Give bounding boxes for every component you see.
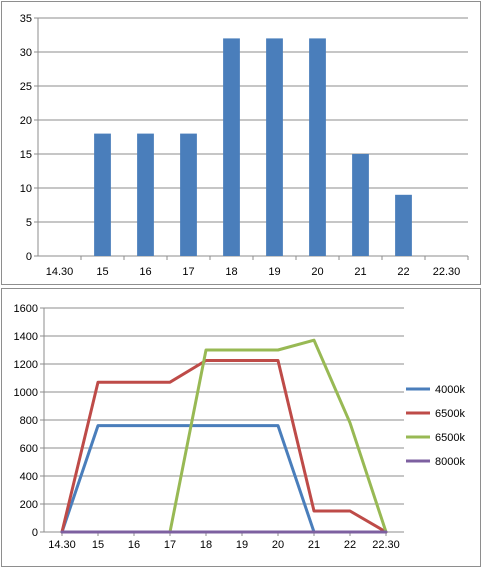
y-tick-label: 400 xyxy=(20,471,38,483)
x-tick-label: 14.30 xyxy=(46,266,74,278)
x-tick-label: 22 xyxy=(344,539,356,551)
legend-label: 8000k xyxy=(435,456,465,468)
x-tick-label: 20 xyxy=(272,539,284,551)
y-tick-label: 35 xyxy=(20,13,32,25)
x-tick-label: 19 xyxy=(236,539,248,551)
bar xyxy=(94,133,111,256)
bar xyxy=(395,194,412,256)
legend-label: 6500k xyxy=(435,408,465,420)
legend-label: 6500k xyxy=(435,432,465,444)
y-tick-label: 10 xyxy=(20,183,32,195)
y-tick-label: 25 xyxy=(20,81,32,93)
x-tick-label: 16 xyxy=(128,539,140,551)
x-tick-label: 18 xyxy=(225,266,237,278)
line-chart: 0 200 400 600 800 1000 1200 1400 1600 14.30 15 16 17… xyxy=(14,303,466,551)
y-tick-label: 5 xyxy=(26,217,32,229)
bar xyxy=(352,154,369,256)
bar xyxy=(309,38,326,257)
y-tick-label: 1400 xyxy=(14,331,38,343)
x-tick-label: 16 xyxy=(139,266,151,278)
bar xyxy=(223,38,240,257)
bar xyxy=(180,133,197,256)
x-tick-label: 22 xyxy=(397,266,409,278)
bar xyxy=(137,133,154,256)
bar-chart: 0 5 10 15 20 25 30 35 14.30 15 16 17 18 19 20 21 22 22.30 xyxy=(20,13,469,278)
y-tick-label: 1200 xyxy=(14,359,38,371)
x-tick-label: 17 xyxy=(182,266,194,278)
x-tick-label: 15 xyxy=(92,539,104,551)
y-tick-label: 0 xyxy=(26,251,32,263)
bar-chart-panel: 0 5 10 15 20 25 30 35 14.30 15 16 17 18 19 20 21 22 22.30 xyxy=(1,1,481,285)
y-tick-label: 600 xyxy=(20,443,38,455)
x-tick-label: 21 xyxy=(354,266,366,278)
bar xyxy=(266,38,283,257)
x-tick-label: 22.30 xyxy=(433,266,461,278)
series-line xyxy=(60,424,316,534)
legend-label: 4000k xyxy=(435,384,465,396)
y-tick-label: 30 xyxy=(20,47,32,59)
x-tick-label: 18 xyxy=(200,539,212,551)
x-tick-label: 19 xyxy=(268,266,280,278)
x-tick-label: 14.30 xyxy=(48,539,76,551)
y-tick-label: 20 xyxy=(20,115,32,127)
x-tick-label: 21 xyxy=(308,539,320,551)
y-tick-label: 200 xyxy=(20,499,38,511)
series-line xyxy=(60,359,388,534)
x-tick-label: 22.30 xyxy=(372,539,400,551)
x-tick-label: 15 xyxy=(96,266,108,278)
y-tick-label: 1000 xyxy=(14,387,38,399)
y-tick-label: 15 xyxy=(20,149,32,161)
x-tick-label: 20 xyxy=(311,266,323,278)
y-tick-label: 800 xyxy=(20,415,38,427)
line-chart-panel: 0 200 400 600 800 1000 1200 1400 1600 14.30 15 16 17… xyxy=(1,288,481,567)
x-tick-label: 17 xyxy=(164,539,176,551)
y-tick-label: 0 xyxy=(32,527,38,539)
series-line xyxy=(168,338,388,534)
y-tick-label: 1600 xyxy=(14,303,38,315)
